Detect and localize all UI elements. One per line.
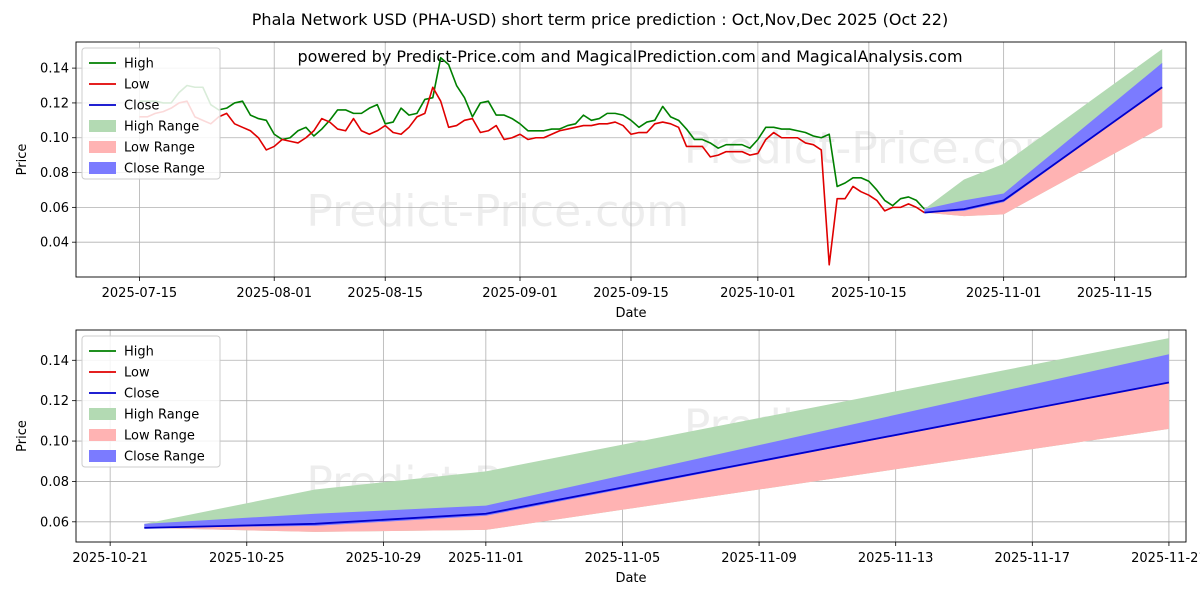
y-axis-label: Price bbox=[15, 420, 30, 452]
x-axis: 2025-10-21 2025-10-25 2025-10-29 2025-11-01… bbox=[72, 542, 1200, 586]
legend-label: Low Range bbox=[124, 429, 195, 444]
legend-label: High bbox=[124, 345, 154, 360]
y-tick-label: 0.12 bbox=[40, 96, 69, 111]
legend-label: Low Range bbox=[124, 141, 195, 156]
chart-title: Phala Network USD (PHA-USD) short term p… bbox=[252, 10, 948, 29]
legend-box bbox=[81, 47, 221, 180]
y-axis-label: Price bbox=[15, 144, 30, 176]
x-tick-label: 2025-10-29 bbox=[346, 551, 422, 566]
legend-swatch bbox=[89, 120, 116, 132]
close-forecast-line bbox=[924, 86, 1163, 214]
legend-swatch bbox=[89, 141, 116, 153]
legend-label: Close Range bbox=[124, 162, 205, 177]
y-axis: 0.06 0.08 0.10 0.12 0.14 Price bbox=[15, 354, 76, 530]
x-tick-label: 2025-11-09 bbox=[721, 551, 797, 566]
x-tick-label: 2025-07-15 bbox=[102, 286, 178, 301]
high-series-line bbox=[139, 56, 925, 210]
legend-label: Close Range bbox=[124, 450, 205, 465]
plot-frame bbox=[75, 329, 1187, 543]
legend-label: Close bbox=[124, 387, 159, 402]
x-tick-label: 2025-10-15 bbox=[831, 286, 907, 301]
x-tick-label: 2025-10-01 bbox=[720, 286, 796, 301]
chart-panel-2: Predict-Price.comPredict-Price.com2025-1… bbox=[15, 329, 1200, 586]
x-axis: 2025-07-15 2025-08-01 2025-08-15 2025-09-01… bbox=[102, 277, 1153, 321]
y-tick-label: 0.06 bbox=[40, 515, 69, 530]
legend-swatch bbox=[89, 162, 116, 174]
y-tick-label: 0.08 bbox=[40, 475, 69, 490]
legend-label: Low bbox=[124, 78, 150, 93]
close-forecast-line bbox=[144, 381, 1170, 529]
y-tick-label: 0.12 bbox=[40, 394, 69, 409]
y-tick-label: 0.14 bbox=[40, 354, 69, 369]
legend-label: High Range bbox=[124, 120, 199, 135]
x-axis-label: Date bbox=[615, 306, 646, 321]
legend-box bbox=[81, 335, 221, 468]
low-range-band bbox=[144, 382, 1169, 532]
x-tick-label: 2025-08-15 bbox=[347, 286, 423, 301]
chart-subtitle: powered by Predict-Price.com and Magical… bbox=[297, 47, 962, 66]
legend-label: Close bbox=[124, 99, 159, 114]
legend-label: Low bbox=[124, 366, 150, 381]
y-tick-label: 0.10 bbox=[40, 435, 69, 450]
legend-label: High bbox=[124, 57, 154, 72]
low-range-band bbox=[924, 87, 1163, 217]
y-axis: 0.04 0.06 0.08 0.10 0.12 0.14 Price bbox=[15, 62, 76, 251]
y-tick-label: 0.14 bbox=[40, 62, 69, 77]
x-tick-label: 2025-11-01 bbox=[448, 551, 524, 566]
legend: High Low Close High Range Low Range Close Ran… bbox=[81, 335, 221, 468]
x-tick-label: 2025-11-05 bbox=[585, 551, 661, 566]
x-tick-label: 2025-08-01 bbox=[236, 286, 312, 301]
x-tick-label: 2025-09-15 bbox=[593, 286, 669, 301]
watermark-text: Predict-Price.com bbox=[306, 186, 689, 237]
legend-swatch bbox=[89, 408, 116, 420]
x-tick-label: 2025-10-21 bbox=[72, 551, 148, 566]
y-tick-label: 0.10 bbox=[40, 131, 69, 146]
x-tick-label: 2025-11-15 bbox=[1077, 286, 1153, 301]
x-tick-label: 2025-09-01 bbox=[482, 286, 558, 301]
legend-swatch bbox=[89, 429, 116, 441]
high-range-band bbox=[924, 48, 1163, 217]
x-axis-label: Date bbox=[615, 571, 646, 586]
legend: High Low Close High Range Low Range Close Ran… bbox=[81, 47, 221, 180]
legend-swatch bbox=[89, 450, 116, 462]
x-tick-label: 2025-11-21 bbox=[1131, 551, 1200, 566]
y-tick-label: 0.04 bbox=[40, 236, 69, 251]
x-tick-label: 2025-10-25 bbox=[209, 551, 285, 566]
x-tick-label: 2025-11-01 bbox=[966, 286, 1042, 301]
x-tick-label: 2025-11-13 bbox=[858, 551, 934, 566]
legend-label: High Range bbox=[124, 408, 199, 423]
high-range-band bbox=[144, 338, 1169, 532]
x-tick-label: 2025-11-17 bbox=[995, 551, 1071, 566]
low-series-line bbox=[139, 86, 925, 266]
y-tick-label: 0.08 bbox=[40, 166, 69, 181]
y-tick-label: 0.06 bbox=[40, 201, 69, 216]
